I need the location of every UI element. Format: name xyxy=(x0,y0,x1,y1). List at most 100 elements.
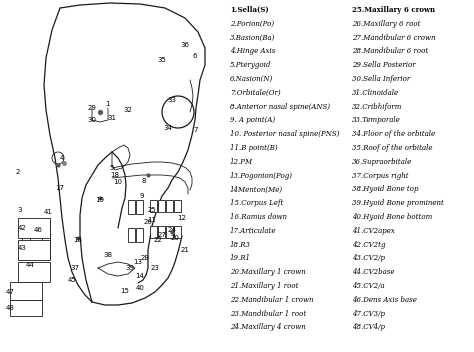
Bar xyxy=(158,226,165,238)
Text: 43.CV2/p: 43.CV2/p xyxy=(352,254,385,262)
Text: 17.Articulate: 17.Articulate xyxy=(230,227,276,235)
Text: 9: 9 xyxy=(140,193,144,199)
Text: 36: 36 xyxy=(181,42,190,48)
Text: 48: 48 xyxy=(6,305,14,311)
Bar xyxy=(10,282,42,300)
Text: 15.Corpus Left: 15.Corpus Left xyxy=(230,199,283,207)
Bar xyxy=(166,200,173,212)
Text: 16: 16 xyxy=(73,237,82,243)
Text: 41.CV2apex: 41.CV2apex xyxy=(352,227,395,235)
Text: 18.R3: 18.R3 xyxy=(230,241,251,249)
Text: 37: 37 xyxy=(71,265,80,271)
Text: 21.Maxillary 1 root: 21.Maxillary 1 root xyxy=(230,282,299,290)
Text: 6: 6 xyxy=(193,53,197,59)
Text: 8.Anterior nasal spine(ANS): 8.Anterior nasal spine(ANS) xyxy=(230,102,330,111)
Text: 31: 31 xyxy=(108,115,117,121)
Text: 41: 41 xyxy=(44,209,53,215)
Text: 39.Hyoid Bone prominent: 39.Hyoid Bone prominent xyxy=(352,199,444,207)
Bar xyxy=(174,200,181,212)
Text: 45.CV2/a: 45.CV2/a xyxy=(352,282,384,290)
Text: 31.Clinoidale: 31.Clinoidale xyxy=(352,89,399,97)
Text: 47: 47 xyxy=(6,289,14,295)
Text: 44.CV2base: 44.CV2base xyxy=(352,268,394,276)
Text: 39: 39 xyxy=(126,265,135,271)
Text: 42: 42 xyxy=(18,225,27,231)
Text: 3.Basion(Ba): 3.Basion(Ba) xyxy=(230,33,275,42)
Text: 34: 34 xyxy=(164,125,173,131)
Text: 30: 30 xyxy=(88,117,97,123)
Text: 19.R1: 19.R1 xyxy=(230,254,251,262)
Text: 45: 45 xyxy=(68,277,76,283)
Text: 38: 38 xyxy=(103,252,112,258)
Text: 27: 27 xyxy=(157,232,166,238)
Bar xyxy=(150,226,157,238)
Text: 1: 1 xyxy=(105,101,109,107)
Text: 28: 28 xyxy=(141,255,149,261)
Text: 17: 17 xyxy=(55,185,64,191)
Text: 24: 24 xyxy=(168,227,176,233)
Text: 36.Supraorbitale: 36.Supraorbitale xyxy=(352,158,412,166)
Text: 14: 14 xyxy=(136,273,145,279)
Text: 7: 7 xyxy=(194,127,198,133)
Text: 25: 25 xyxy=(147,207,156,213)
Bar xyxy=(150,200,157,212)
Bar xyxy=(10,300,42,316)
Bar xyxy=(166,226,173,238)
Text: 15: 15 xyxy=(120,288,129,294)
Text: 19: 19 xyxy=(95,197,104,203)
Bar xyxy=(128,228,135,242)
Text: 10: 10 xyxy=(113,179,122,185)
Bar xyxy=(174,226,181,238)
Bar xyxy=(158,200,165,212)
Text: 1.Sella(S): 1.Sella(S) xyxy=(230,6,269,14)
Text: 23: 23 xyxy=(151,265,159,271)
Text: 2.Porion(Po): 2.Porion(Po) xyxy=(230,20,274,28)
Text: 25.Maxillary 6 crown: 25.Maxillary 6 crown xyxy=(352,6,435,14)
Text: 38.Hyoid Bone top: 38.Hyoid Bone top xyxy=(352,186,419,193)
Text: 18: 18 xyxy=(110,172,119,178)
Text: 26: 26 xyxy=(144,219,153,225)
Text: 2: 2 xyxy=(16,169,20,175)
Text: 16.Ramus down: 16.Ramus down xyxy=(230,213,287,221)
Text: 33: 33 xyxy=(167,97,176,103)
Text: 22: 22 xyxy=(154,237,163,243)
Text: 42.CV2tg: 42.CV2tg xyxy=(352,241,385,249)
Text: 14Menton(Me): 14Menton(Me) xyxy=(230,186,283,193)
Text: 43: 43 xyxy=(18,245,27,251)
Text: 4: 4 xyxy=(60,155,64,161)
Text: 10. Posterior nasal spine(PNS): 10. Posterior nasal spine(PNS) xyxy=(230,130,339,138)
Bar xyxy=(18,218,50,238)
Bar xyxy=(18,240,50,260)
Text: 6.Nasion(N): 6.Nasion(N) xyxy=(230,75,273,83)
Text: 24.Maxillary 4 crown: 24.Maxillary 4 crown xyxy=(230,323,306,331)
Text: 21: 21 xyxy=(181,247,190,253)
Text: 37.Corpus right: 37.Corpus right xyxy=(352,172,409,180)
Bar xyxy=(136,200,143,214)
Text: 44: 44 xyxy=(26,262,35,268)
Text: 13.Pogonion(Pog): 13.Pogonion(Pog) xyxy=(230,172,293,180)
Text: 29: 29 xyxy=(88,105,96,111)
Text: 23.Mandibular 1 root: 23.Mandibular 1 root xyxy=(230,310,306,318)
Bar xyxy=(18,262,50,282)
Text: 12: 12 xyxy=(178,215,186,221)
Text: 26.Maxillary 6 root: 26.Maxillary 6 root xyxy=(352,20,420,28)
Text: 12.PM: 12.PM xyxy=(230,158,253,166)
Text: 48.CV4/p: 48.CV4/p xyxy=(352,323,385,331)
Text: 46: 46 xyxy=(34,227,43,233)
Text: 35: 35 xyxy=(157,57,166,63)
Text: 7.Orbitale(Or): 7.Orbitale(Or) xyxy=(230,89,281,97)
Text: 47.CV3/p: 47.CV3/p xyxy=(352,310,385,318)
Text: 30.Sella Inferior: 30.Sella Inferior xyxy=(352,75,410,83)
Text: 32: 32 xyxy=(124,107,132,113)
Text: 28.Mandibular 6 root: 28.Mandibular 6 root xyxy=(352,48,428,55)
Text: 22.Mandibular 1 crown: 22.Mandibular 1 crown xyxy=(230,296,313,304)
Text: 33.Temporale: 33.Temporale xyxy=(352,117,401,124)
Text: 5.Pterygoid: 5.Pterygoid xyxy=(230,61,272,69)
Text: 29.Sella Posterior: 29.Sella Posterior xyxy=(352,61,416,69)
Bar xyxy=(128,200,135,214)
Text: 20.Maxillary 1 crown: 20.Maxillary 1 crown xyxy=(230,268,306,276)
Text: 20: 20 xyxy=(171,235,180,241)
Text: 8: 8 xyxy=(142,178,146,184)
Text: 46.Dens Axis base: 46.Dens Axis base xyxy=(352,296,417,304)
Text: 13: 13 xyxy=(134,259,143,265)
